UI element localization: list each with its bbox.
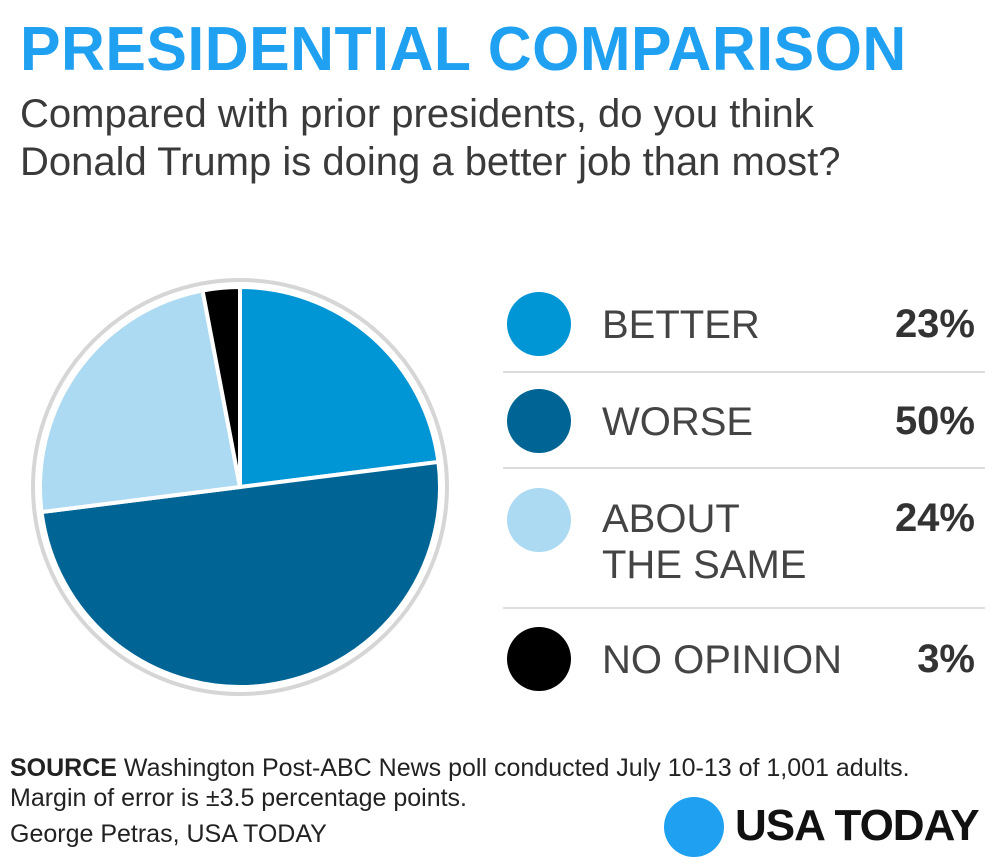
legend-value: 24% (894, 496, 975, 540)
credit: George Petras, USA TODAY (10, 820, 327, 848)
usa-today-logo: USA TODAY (735, 801, 980, 850)
legend-swatch (507, 389, 571, 453)
source-label: SOURCE (10, 754, 117, 782)
source-text: Washington Post-ABC News poll conducted … (123, 754, 910, 782)
legend-value: 50% (894, 399, 975, 443)
legend-swatch (507, 292, 571, 356)
legend-label-line1: ABOUT (602, 497, 740, 541)
legend-item-about-the-same: ABOUT THE SAME 24% (503, 488, 985, 588)
divider (503, 607, 985, 609)
divider (503, 371, 985, 373)
legend-item-better: BETTER 23% (503, 292, 985, 358)
legend-label: NO OPINION (602, 638, 843, 682)
legend-label-line2: THE SAME (602, 543, 807, 587)
pie-slice-about-the-same (38, 288, 242, 515)
usa-today-logo-dot-icon (664, 797, 724, 857)
legend-value: 3% (917, 637, 975, 681)
pie-slice-worse (39, 459, 442, 689)
legend-value: 23% (894, 302, 975, 346)
legend-item-worse: WORSE 50% (503, 389, 985, 455)
pie-slice-better (238, 285, 441, 489)
pie-chart (31, 278, 449, 696)
legend-swatch (507, 627, 571, 691)
legend-label: BETTER (602, 303, 760, 347)
legend-swatch (507, 488, 571, 552)
margin-of-error: Margin of error is ±3.5 percentage point… (10, 784, 468, 812)
divider (503, 467, 985, 469)
pie-slice-no-opinion (200, 285, 242, 489)
chart-title: PRESIDENTIAL COMPARISON (20, 15, 907, 84)
legend-item-no-opinion: NO OPINION 3% (503, 627, 985, 693)
source-note: SOURCE Washington Post-ABC News poll con… (10, 753, 910, 813)
legend-label: WORSE (602, 400, 754, 444)
chart-subtitle: Compared with prior presidents, do you t… (20, 92, 841, 184)
